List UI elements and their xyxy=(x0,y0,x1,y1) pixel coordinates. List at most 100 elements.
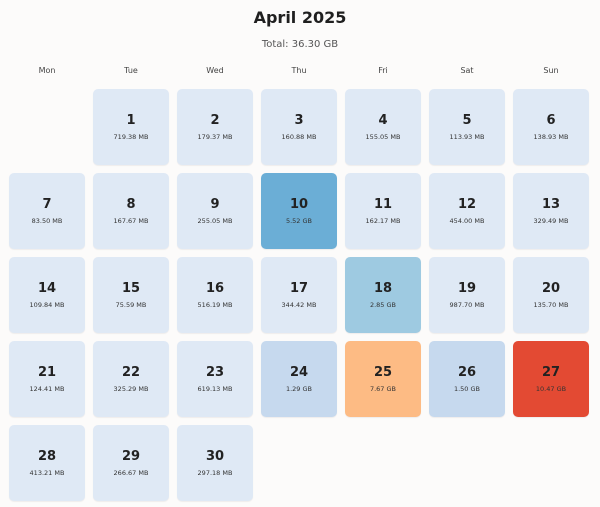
day-number: 15 xyxy=(121,280,141,296)
day-cell-28[interactable]: 28 413.21 MB xyxy=(9,425,85,501)
day-number: 7 xyxy=(42,196,52,212)
day-number: 27 xyxy=(541,364,561,380)
day-size: 167.67 MB xyxy=(113,216,149,225)
day-number: 30 xyxy=(205,448,225,464)
day-size: 329.49 MB xyxy=(533,216,569,225)
day-cell-9[interactable]: 9 255.05 MB xyxy=(177,173,253,249)
day-cell-17[interactable]: 17 344.42 MB xyxy=(261,257,337,333)
day-cell-12[interactable]: 12 454.00 MB xyxy=(429,173,505,249)
total-size-label: Total: 36.30 GB xyxy=(261,39,339,50)
day-number: 22 xyxy=(121,364,141,380)
day-size: 155.05 MB xyxy=(365,132,401,141)
day-size: 297.18 MB xyxy=(197,468,233,477)
weekday-thu: Thu xyxy=(291,66,307,75)
day-number: 13 xyxy=(541,196,561,212)
day-cell-13[interactable]: 13 329.49 MB xyxy=(513,173,589,249)
calendar-title: April 2025 xyxy=(253,8,347,27)
day-size: 5.52 GB xyxy=(285,216,313,225)
weekday-mon: Mon xyxy=(38,66,56,75)
day-size: 138.93 MB xyxy=(533,132,569,141)
day-cell-6[interactable]: 6 138.93 MB xyxy=(513,89,589,165)
day-number: 19 xyxy=(457,280,477,296)
day-cell-7[interactable]: 7 83.50 MB xyxy=(9,173,85,249)
day-number: 20 xyxy=(541,280,561,296)
day-size: 454.00 MB xyxy=(449,216,485,225)
day-number: 2 xyxy=(210,112,220,128)
day-size: 325.29 MB xyxy=(113,384,149,393)
day-size: 987.70 MB xyxy=(449,300,485,309)
day-cell-26[interactable]: 26 1.50 GB xyxy=(429,341,505,417)
day-size: 619.13 MB xyxy=(197,384,233,393)
day-cell-24[interactable]: 24 1.29 GB xyxy=(261,341,337,417)
day-number: 4 xyxy=(378,112,388,128)
day-cell-22[interactable]: 22 325.29 MB xyxy=(93,341,169,417)
day-size: 413.21 MB xyxy=(29,468,65,477)
calendar-grid: 1 719.38 MB 2 179.37 MB 3 160.88 MB 4 155.05 MB… xyxy=(9,89,589,501)
day-cell-5[interactable]: 5 113.93 MB xyxy=(429,89,505,165)
day-size: 75.59 MB xyxy=(115,300,147,309)
day-number: 14 xyxy=(37,280,57,296)
day-number: 23 xyxy=(205,364,225,380)
day-cell-23[interactable]: 23 619.13 MB xyxy=(177,341,253,417)
day-cell-27[interactable]: 27 10.47 GB xyxy=(513,341,589,417)
day-cell-2[interactable]: 2 179.37 MB xyxy=(177,89,253,165)
day-size: 7.67 GB xyxy=(369,384,397,393)
day-number: 26 xyxy=(457,364,477,380)
day-number: 1 xyxy=(126,112,136,128)
weekday-wed: Wed xyxy=(206,66,224,75)
day-size: 135.70 MB xyxy=(533,300,569,309)
day-cell-30[interactable]: 30 297.18 MB xyxy=(177,425,253,501)
day-size: 516.19 MB xyxy=(197,300,233,309)
day-size: 124.41 MB xyxy=(29,384,65,393)
weekday-sat: Sat xyxy=(460,66,474,75)
weekday-fri: Fri xyxy=(378,66,388,75)
day-size: 1.50 GB xyxy=(453,384,481,393)
day-cell-29[interactable]: 29 266.67 MB xyxy=(93,425,169,501)
day-number: 3 xyxy=(294,112,304,128)
day-number: 18 xyxy=(373,280,393,296)
day-cell-4[interactable]: 4 155.05 MB xyxy=(345,89,421,165)
day-size: 113.93 MB xyxy=(449,132,485,141)
day-size: 2.85 GB xyxy=(369,300,397,309)
day-number: 9 xyxy=(210,196,220,212)
day-number: 12 xyxy=(457,196,477,212)
day-size: 162.17 MB xyxy=(365,216,401,225)
day-number: 6 xyxy=(546,112,556,128)
day-cell-15[interactable]: 15 75.59 MB xyxy=(93,257,169,333)
day-number: 28 xyxy=(37,448,57,464)
day-size: 266.67 MB xyxy=(113,468,149,477)
weekday-tue: Tue xyxy=(124,66,138,75)
day-cell-8[interactable]: 8 167.67 MB xyxy=(93,173,169,249)
day-number: 21 xyxy=(37,364,57,380)
day-number: 11 xyxy=(373,196,393,212)
day-size: 255.05 MB xyxy=(197,216,233,225)
day-size: 179.37 MB xyxy=(197,132,233,141)
day-cell-1[interactable]: 1 719.38 MB xyxy=(93,89,169,165)
day-size: 83.50 MB xyxy=(31,216,63,225)
day-cell-14[interactable]: 14 109.84 MB xyxy=(9,257,85,333)
day-cell-19[interactable]: 19 987.70 MB xyxy=(429,257,505,333)
empty-cell xyxy=(9,89,85,165)
day-size: 344.42 MB xyxy=(281,300,317,309)
day-size: 1.29 GB xyxy=(285,384,313,393)
day-cell-20[interactable]: 20 135.70 MB xyxy=(513,257,589,333)
day-size: 10.47 GB xyxy=(535,384,567,393)
day-number: 17 xyxy=(289,280,309,296)
day-size: 719.38 MB xyxy=(113,132,149,141)
day-number: 29 xyxy=(121,448,141,464)
day-cell-18[interactable]: 18 2.85 GB xyxy=(345,257,421,333)
day-cell-3[interactable]: 3 160.88 MB xyxy=(261,89,337,165)
day-number: 24 xyxy=(289,364,309,380)
day-number: 5 xyxy=(462,112,472,128)
day-cell-16[interactable]: 16 516.19 MB xyxy=(177,257,253,333)
day-cell-25[interactable]: 25 7.67 GB xyxy=(345,341,421,417)
day-size: 109.84 MB xyxy=(29,300,65,309)
day-number: 16 xyxy=(205,280,225,296)
day-size: 160.88 MB xyxy=(281,132,317,141)
day-number: 25 xyxy=(373,364,393,380)
day-cell-21[interactable]: 21 124.41 MB xyxy=(9,341,85,417)
day-number: 10 xyxy=(289,196,309,212)
weekday-sun: Sun xyxy=(543,66,559,75)
day-cell-10[interactable]: 10 5.52 GB xyxy=(261,173,337,249)
day-cell-11[interactable]: 11 162.17 MB xyxy=(345,173,421,249)
